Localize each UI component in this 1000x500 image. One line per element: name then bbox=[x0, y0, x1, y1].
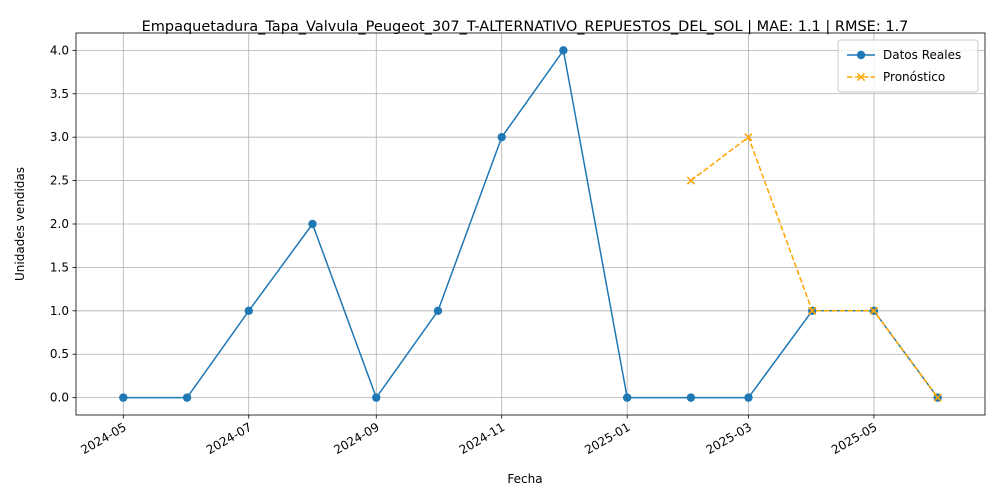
series-0-point bbox=[559, 46, 568, 55]
y-tick-label: 0.0 bbox=[50, 391, 69, 405]
series-1-point bbox=[686, 176, 696, 185]
x-tick-label: 2025-01 bbox=[582, 420, 632, 457]
x-tick-label: 2024-05 bbox=[78, 420, 128, 457]
y-tick-label: 3.0 bbox=[50, 130, 69, 144]
x-tick-label: 2025-03 bbox=[704, 420, 754, 457]
x-axis-title: Fecha bbox=[507, 472, 542, 486]
y-tick-label: 0.5 bbox=[50, 347, 69, 361]
series-1-point bbox=[933, 393, 942, 402]
series-0-point bbox=[622, 393, 632, 402]
x-axis-ticks: 2024-05 2024-07 2024-09 2024-11 2025-01 2025-… bbox=[78, 415, 879, 457]
series-0-point bbox=[744, 393, 753, 402]
legend: Datos Reales Pronóstico bbox=[837, 39, 979, 93]
y-tick-label: 2.5 bbox=[50, 174, 69, 188]
legend-marker-1 bbox=[856, 72, 866, 82]
x-tick-label: 2025-05 bbox=[829, 420, 879, 457]
series-0-point bbox=[433, 306, 443, 316]
series-0-point bbox=[182, 393, 192, 402]
legend-box bbox=[837, 39, 979, 93]
legend-label-0: Datos Reales bbox=[883, 48, 961, 62]
y-axis-title: Unidades vendidas bbox=[13, 167, 27, 281]
series-layer bbox=[119, 46, 942, 402]
y-tick-label: 2.0 bbox=[50, 217, 69, 231]
series-1-point bbox=[869, 306, 879, 315]
series-0-point bbox=[372, 393, 381, 402]
series-0-point bbox=[244, 306, 253, 316]
y-axis-ticks: 0.0 0.5 1.0 1.5 2.0 2.5 3.0 3.5 4.0 bbox=[50, 43, 76, 405]
series-0-point bbox=[686, 393, 696, 402]
series-0-point bbox=[308, 219, 317, 229]
series-line-0 bbox=[123, 49, 939, 399]
y-tick-label: 1.5 bbox=[50, 260, 69, 274]
x-tick-label: 2024-09 bbox=[331, 420, 381, 457]
y-tick-label: 4.0 bbox=[50, 43, 69, 57]
series-1-point bbox=[808, 306, 817, 315]
chart-title: Empaquetadura_Tapa_Valvula_Peugeot_307_T… bbox=[142, 19, 909, 35]
series-0-point bbox=[497, 132, 506, 142]
series-0-point bbox=[119, 393, 128, 402]
y-tick-label: 3.5 bbox=[50, 87, 69, 101]
legend-marker-0 bbox=[856, 50, 866, 60]
x-tick-label: 2024-11 bbox=[457, 420, 507, 457]
series-1-point bbox=[744, 133, 753, 142]
y-tick-label: 1.0 bbox=[50, 304, 69, 318]
x-tick-label: 2024-07 bbox=[204, 420, 254, 457]
legend-label-1: Pronóstico bbox=[883, 70, 945, 84]
